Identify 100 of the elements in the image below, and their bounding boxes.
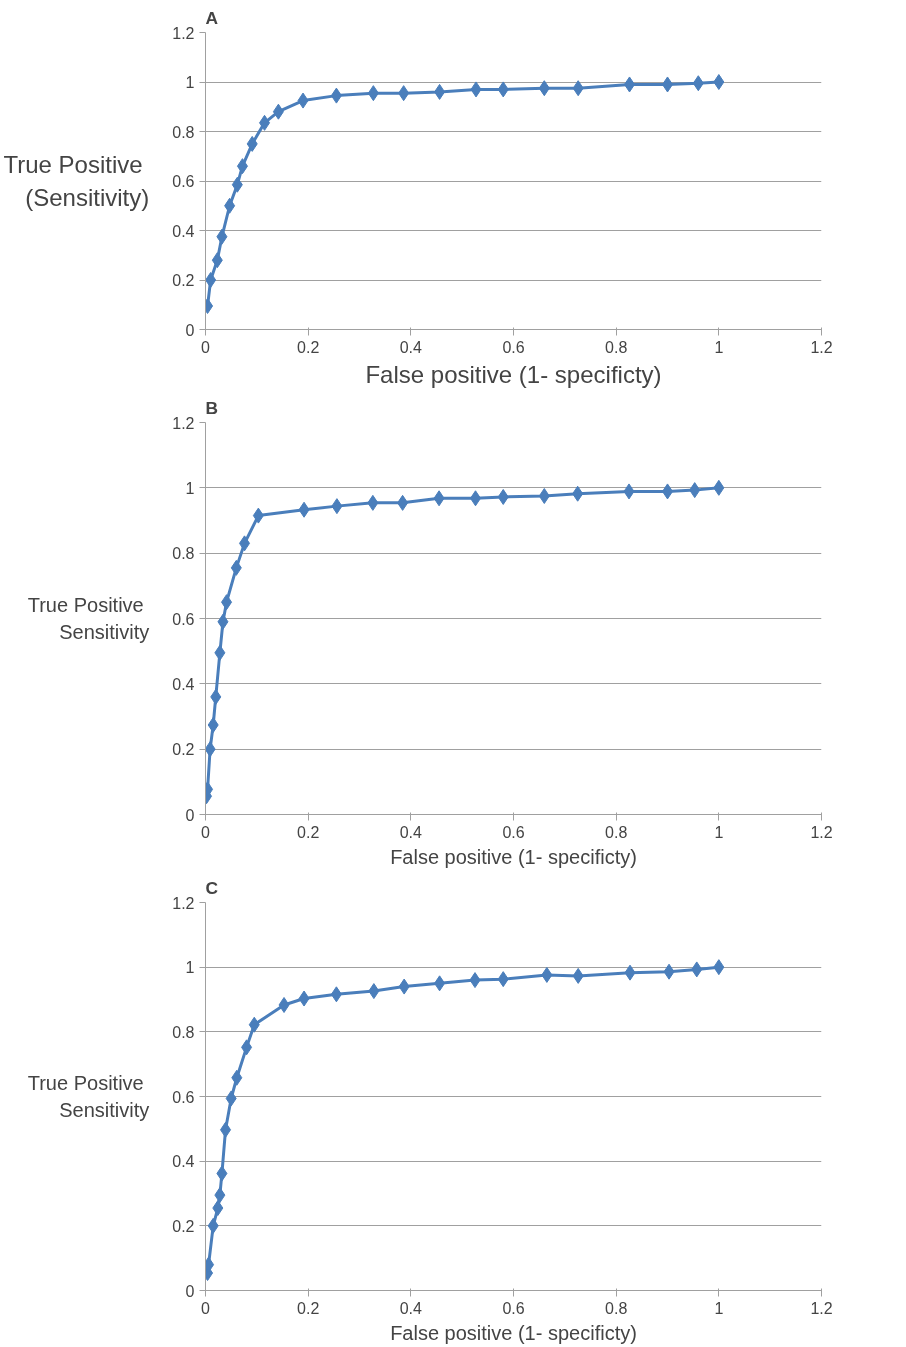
y-tick-label: 1 (185, 479, 195, 497)
point (205, 272, 217, 288)
point (367, 85, 379, 102)
x-axis-title: False positive (1- specificty) (365, 360, 662, 388)
x-tick-label: 1 (714, 823, 724, 841)
point (538, 80, 550, 97)
point (298, 501, 310, 518)
point (572, 967, 584, 984)
x-tick-label: 0.4 (399, 1299, 423, 1317)
x-tick-label: 0.6 (502, 1299, 525, 1317)
point (248, 1016, 260, 1033)
y-tick-label: 0.8 (172, 1023, 195, 1041)
y-tick-label: 0 (185, 321, 195, 339)
point (497, 971, 509, 988)
y-tick-label: 0.4 (172, 675, 195, 693)
point (231, 176, 243, 193)
point (217, 613, 229, 630)
point (469, 972, 481, 989)
point (398, 85, 410, 102)
point (624, 964, 636, 981)
point (470, 490, 482, 507)
x-tick-label: 0.8 (605, 338, 628, 356)
point (433, 490, 445, 507)
point (367, 494, 379, 511)
point (212, 1200, 224, 1217)
y-axis-title: True Positive (Sensitivity) (3, 151, 150, 211)
y-tick-label: 1 (185, 959, 195, 977)
point (278, 997, 290, 1013)
point (330, 87, 342, 104)
point (259, 114, 271, 131)
point (434, 83, 446, 100)
point (231, 1069, 243, 1086)
y-tick-label: 1.2 (172, 24, 195, 42)
x-tick-label: 1 (714, 1299, 724, 1317)
point (225, 1090, 237, 1107)
y-tick-label: 0.4 (172, 1153, 195, 1171)
point (713, 479, 725, 496)
point (689, 482, 701, 499)
point (224, 197, 236, 214)
point (211, 252, 223, 269)
y-tick-label: 0 (185, 1282, 195, 1300)
y-tick-label: 1.2 (172, 414, 195, 432)
point (236, 158, 248, 175)
point (207, 1217, 219, 1234)
y-tick-label: 1 (185, 74, 195, 91)
point (207, 716, 219, 733)
point (713, 959, 725, 976)
x-tick-label: 0.8 (605, 823, 628, 841)
x-tick-label: 0 (201, 338, 211, 356)
point (434, 975, 446, 992)
point (210, 688, 222, 705)
x-tick-label: 0 (201, 823, 211, 841)
point (272, 103, 284, 120)
x-tick-label: 0.4 (399, 823, 423, 841)
point (663, 963, 675, 980)
x-axis-title: False positive (1- specificty) (390, 845, 637, 868)
x-tick-label: 0.8 (605, 1299, 628, 1317)
point (230, 559, 242, 576)
x-tick-label: 1.2 (810, 823, 833, 841)
point (538, 488, 550, 504)
x-tick-label: 0.2 (297, 823, 320, 841)
point (691, 961, 703, 978)
x-tick-label: 0.6 (502, 823, 525, 841)
point (241, 1039, 253, 1056)
point (216, 228, 228, 245)
point (368, 983, 380, 1000)
point (246, 135, 258, 152)
x-tick-label: 0.6 (502, 338, 525, 356)
point (239, 535, 251, 552)
point (214, 644, 226, 661)
point (216, 1165, 228, 1182)
point (330, 986, 342, 1003)
point (331, 498, 343, 515)
chart-title: A (205, 7, 219, 28)
point (220, 1121, 232, 1138)
y-tick-label: 0.2 (172, 272, 195, 289)
chart-title: B (205, 397, 219, 418)
point (623, 483, 635, 500)
x-tick-label: 0 (201, 1299, 211, 1317)
y-tick-label: 0.6 (172, 1088, 195, 1106)
y-tick-label: 1.2 (172, 894, 195, 912)
y-tick-label: 0.2 (172, 1217, 195, 1235)
point (572, 80, 584, 97)
point (214, 1187, 226, 1204)
y-tick-label: 0.2 (172, 741, 195, 759)
point (624, 76, 636, 93)
y-tick-label: 0.8 (172, 123, 195, 141)
y-tick-label: 0 (185, 806, 195, 824)
point (298, 990, 310, 1007)
point (397, 494, 409, 511)
point (470, 81, 482, 98)
point (398, 978, 410, 995)
x-tick-label: 0.2 (297, 1299, 320, 1317)
x-axis-title: False positive (1- specificty) (390, 1321, 637, 1344)
y-tick-label: 0.8 (172, 545, 195, 563)
point (497, 488, 509, 505)
y-axis-title: True Positive Sensitivity (27, 1072, 150, 1121)
x-tick-label: 0.2 (297, 338, 320, 356)
y-tick-label: 0.6 (172, 173, 195, 190)
x-tick-label: 1 (714, 338, 724, 356)
